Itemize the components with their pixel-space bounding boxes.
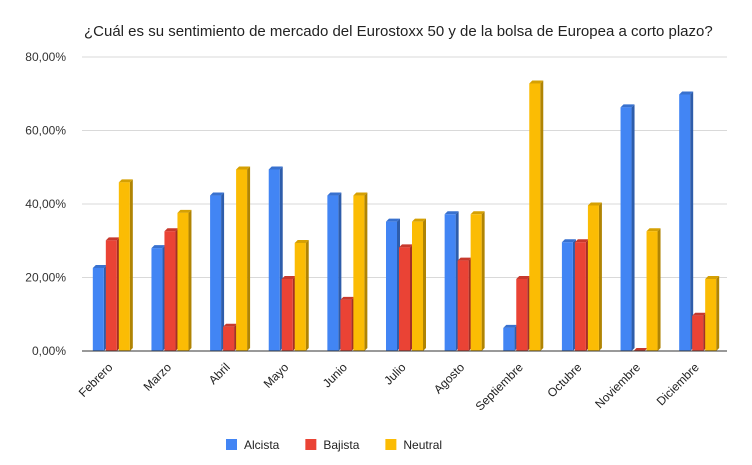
bar-neutral-septiembre (529, 80, 544, 352)
legend-item-neutral: Neutral (385, 438, 442, 452)
bar-neutral-agosto (470, 211, 485, 351)
bar-neutral-noviembre (646, 228, 661, 351)
bar-bajista-mayo (281, 275, 296, 351)
bar-bajista-febrero (105, 237, 120, 351)
bar-alcista-octubre (561, 239, 576, 351)
y-tick-label: 0,00% (32, 344, 66, 358)
bar-alcista-julio (386, 218, 400, 351)
x-tick-label: Julio (381, 360, 409, 388)
bar-neutral-abril (236, 166, 251, 351)
x-tick-label: Marzo (141, 360, 175, 394)
y-axis-ticks: 0,00% 20,00% 40,00% 60,00% 80,00% (25, 50, 66, 358)
x-tick-label: Noviembre (592, 360, 643, 411)
x-tick-label: Abril (206, 360, 233, 387)
bar-neutral-octubre (587, 202, 602, 351)
bar-neutral-marzo (177, 209, 192, 351)
bar-neutral-mayo (294, 239, 309, 351)
bar-neutral-junio (353, 192, 368, 351)
x-tick-label: Octubre (544, 360, 584, 400)
bars (92, 80, 720, 352)
legend-item-alcista: Alcista (226, 438, 280, 452)
legend-swatch (385, 439, 397, 450)
legend-swatch (305, 439, 317, 450)
x-tick-label: Septiembre (473, 360, 527, 414)
y-tick-label: 80,00% (25, 50, 66, 64)
bar-bajista-junio (340, 296, 355, 351)
bar-alcista-marzo (151, 245, 166, 351)
y-tick-label: 60,00% (25, 124, 66, 138)
x-tick-label: Agosto (431, 360, 468, 397)
bar-neutral-julio (412, 218, 426, 351)
bar-neutral-febrero (118, 179, 133, 351)
bar-neutral-diciembre (705, 275, 720, 351)
y-tick-label: 40,00% (25, 197, 66, 211)
x-axis-ticks: Febrero Marzo Abril Mayo Junio Julio Agosto Sep… (76, 360, 702, 414)
bar-alcista-febrero (92, 264, 107, 351)
legend-label: Alcista (244, 438, 280, 452)
legend-label: Bajista (323, 438, 359, 452)
chart-title: ¿Cuál es su sentimiento de mercado del E… (84, 23, 713, 40)
bar-alcista-junio (327, 192, 342, 351)
bar-alcista-abril (210, 192, 225, 351)
bar-alcista-diciembre (679, 91, 694, 352)
bar-bajista-marzo (164, 228, 179, 351)
legend: Alcista Bajista Neutral (226, 438, 442, 452)
bar-bajista-julio (399, 244, 413, 351)
x-tick-label: Mayo (261, 360, 292, 391)
x-tick-label: Junio (320, 360, 350, 390)
y-tick-label: 20,00% (25, 271, 66, 285)
bar-bajista-abril (223, 323, 238, 351)
x-tick-label: Diciembre (654, 360, 702, 408)
bar-bajista-agosto (457, 257, 472, 351)
bar-bajista-diciembre (692, 312, 707, 351)
bar-bajista-octubre (574, 239, 589, 351)
legend-swatch (226, 439, 237, 450)
bar-alcista-mayo (268, 166, 283, 351)
bar-alcista-septiembre (503, 324, 518, 351)
bar-alcista-noviembre (620, 104, 635, 351)
legend-item-bajista: Bajista (305, 438, 360, 452)
bar-bajista-septiembre (516, 275, 531, 351)
legend-label: Neutral (403, 438, 442, 452)
bar-bajista-noviembre (633, 348, 648, 351)
bar-alcista-agosto (444, 211, 459, 351)
x-tick-label: Febrero (76, 360, 116, 400)
